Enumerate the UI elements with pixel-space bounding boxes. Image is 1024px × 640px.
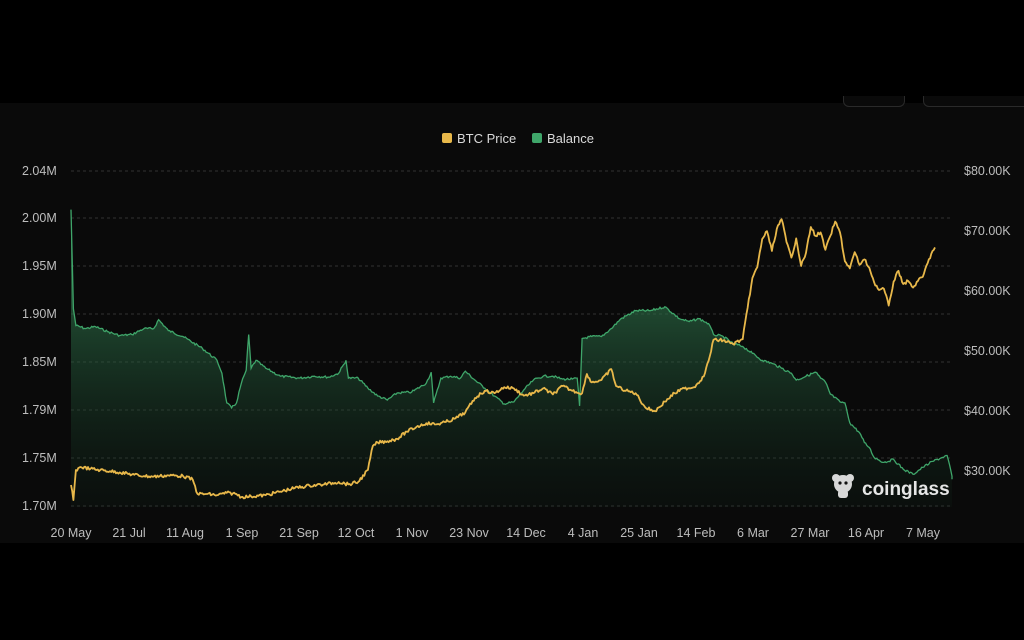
y-right-tick: $60.00K xyxy=(964,284,1011,298)
x-axis: 20 May 21 Jul 11 Aug 1 Sep 21 Sep 12 Oct… xyxy=(51,526,941,540)
y-left-tick: 1.75M xyxy=(22,451,57,465)
y-right-tick: $30.00K xyxy=(964,464,1011,478)
y-right-tick: $80.00K xyxy=(964,164,1011,178)
legend-swatch-balance xyxy=(532,133,542,143)
legend-label-btc-price: BTC Price xyxy=(457,131,516,146)
legend-label-balance: Balance xyxy=(547,131,594,146)
y-axis-left: 2.04M 2.00M 1.95M 1.90M 1.85M 1.79M 1.75… xyxy=(22,164,57,513)
x-tick: 16 Apr xyxy=(848,526,884,540)
y-left-tick: 1.90M xyxy=(22,307,57,321)
x-tick: 1 Nov xyxy=(396,526,429,540)
y-left-tick: 2.04M xyxy=(22,164,57,178)
legend-item-balance[interactable]: Balance xyxy=(532,131,594,146)
top-tab-left[interactable] xyxy=(843,96,905,107)
legend-swatch-btc-price xyxy=(442,133,452,143)
x-tick: 23 Nov xyxy=(449,526,489,540)
y-left-tick: 1.70M xyxy=(22,499,57,513)
x-tick: 21 Jul xyxy=(112,526,145,540)
legend-item-btc-price[interactable]: BTC Price xyxy=(442,131,516,146)
y-right-tick: $50.00K xyxy=(964,344,1011,358)
top-tab-right[interactable] xyxy=(923,96,1024,107)
balance-series-line[interactable] xyxy=(70,209,953,480)
x-tick: 14 Dec xyxy=(506,526,546,540)
coinglass-logo-icon xyxy=(832,474,854,498)
watermark-text: coinglass xyxy=(862,479,950,500)
x-tick: 14 Feb xyxy=(677,526,716,540)
x-tick: 21 Sep xyxy=(279,526,319,540)
y-axis-right: $80.00K $70.00K $60.00K $50.00K $40.00K … xyxy=(964,164,1011,478)
y-left-tick: 1.79M xyxy=(22,403,57,417)
x-tick: 27 Mar xyxy=(791,526,830,540)
x-tick: 7 May xyxy=(906,526,941,540)
y-left-tick: 1.85M xyxy=(22,355,57,369)
x-tick: 1 Sep xyxy=(226,526,259,540)
y-left-tick: 1.95M xyxy=(22,259,57,273)
balance-area xyxy=(71,209,952,507)
x-tick: 11 Aug xyxy=(166,526,204,540)
x-tick: 12 Oct xyxy=(338,526,375,540)
y-left-tick: 2.00M xyxy=(22,211,57,225)
x-tick: 6 Mar xyxy=(737,526,769,540)
btc-price-series-line[interactable] xyxy=(70,218,936,501)
x-tick: 25 Jan xyxy=(620,526,658,540)
y-right-tick: $70.00K xyxy=(964,224,1011,238)
x-tick: 4 Jan xyxy=(568,526,599,540)
x-tick: 20 May xyxy=(51,526,93,540)
y-right-tick: $40.00K xyxy=(964,404,1011,418)
legend: BTC Price Balance xyxy=(442,131,594,146)
coinglass-watermark: coinglass xyxy=(832,474,950,500)
